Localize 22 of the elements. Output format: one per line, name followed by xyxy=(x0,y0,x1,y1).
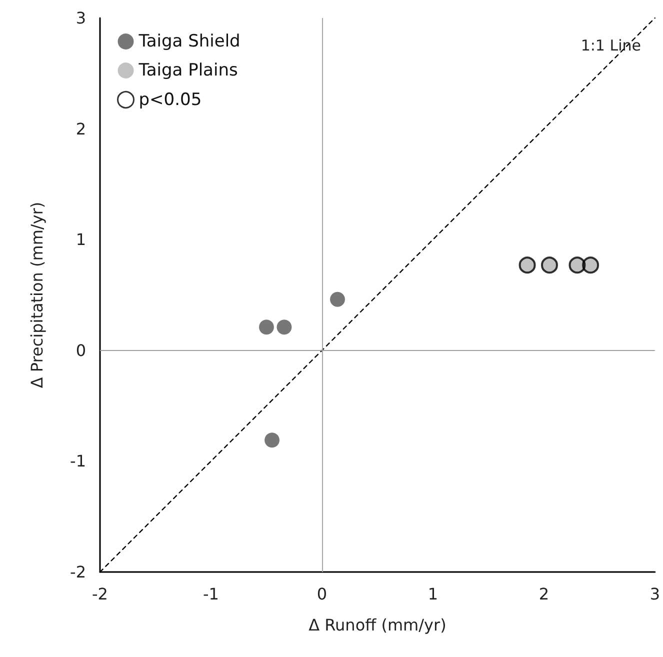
point xyxy=(276,320,292,335)
y-tick-label: -1 xyxy=(70,452,86,471)
point xyxy=(330,292,345,307)
x-tick-label: 1 xyxy=(428,584,438,604)
x-axis-title: Δ Runoff (mm/yr) xyxy=(308,616,446,634)
y-axis-title: Δ Precipitation (mm/yr) xyxy=(28,202,46,388)
point xyxy=(264,432,280,448)
annotation: 1:1 Line xyxy=(580,36,642,54)
x-tick-label: 3 xyxy=(650,584,660,604)
x-tick-label: 0 xyxy=(316,584,328,604)
y-tick-label: 1 xyxy=(76,230,86,250)
legend-label: Taiga Plains xyxy=(138,60,238,80)
y-tick-label: 3 xyxy=(76,8,86,28)
x-tick-label: -2 xyxy=(92,584,108,604)
point xyxy=(258,320,274,335)
x-tick-label: 2 xyxy=(538,584,550,604)
legend-label: p<0.05 xyxy=(138,90,202,110)
y-tick-label: -2 xyxy=(70,562,86,582)
legend-label: Taiga Shield xyxy=(138,32,240,52)
x-tick-label: -1 xyxy=(203,584,219,604)
y-tick-label: 2 xyxy=(76,119,86,138)
y-tick-label: 0 xyxy=(76,340,86,360)
